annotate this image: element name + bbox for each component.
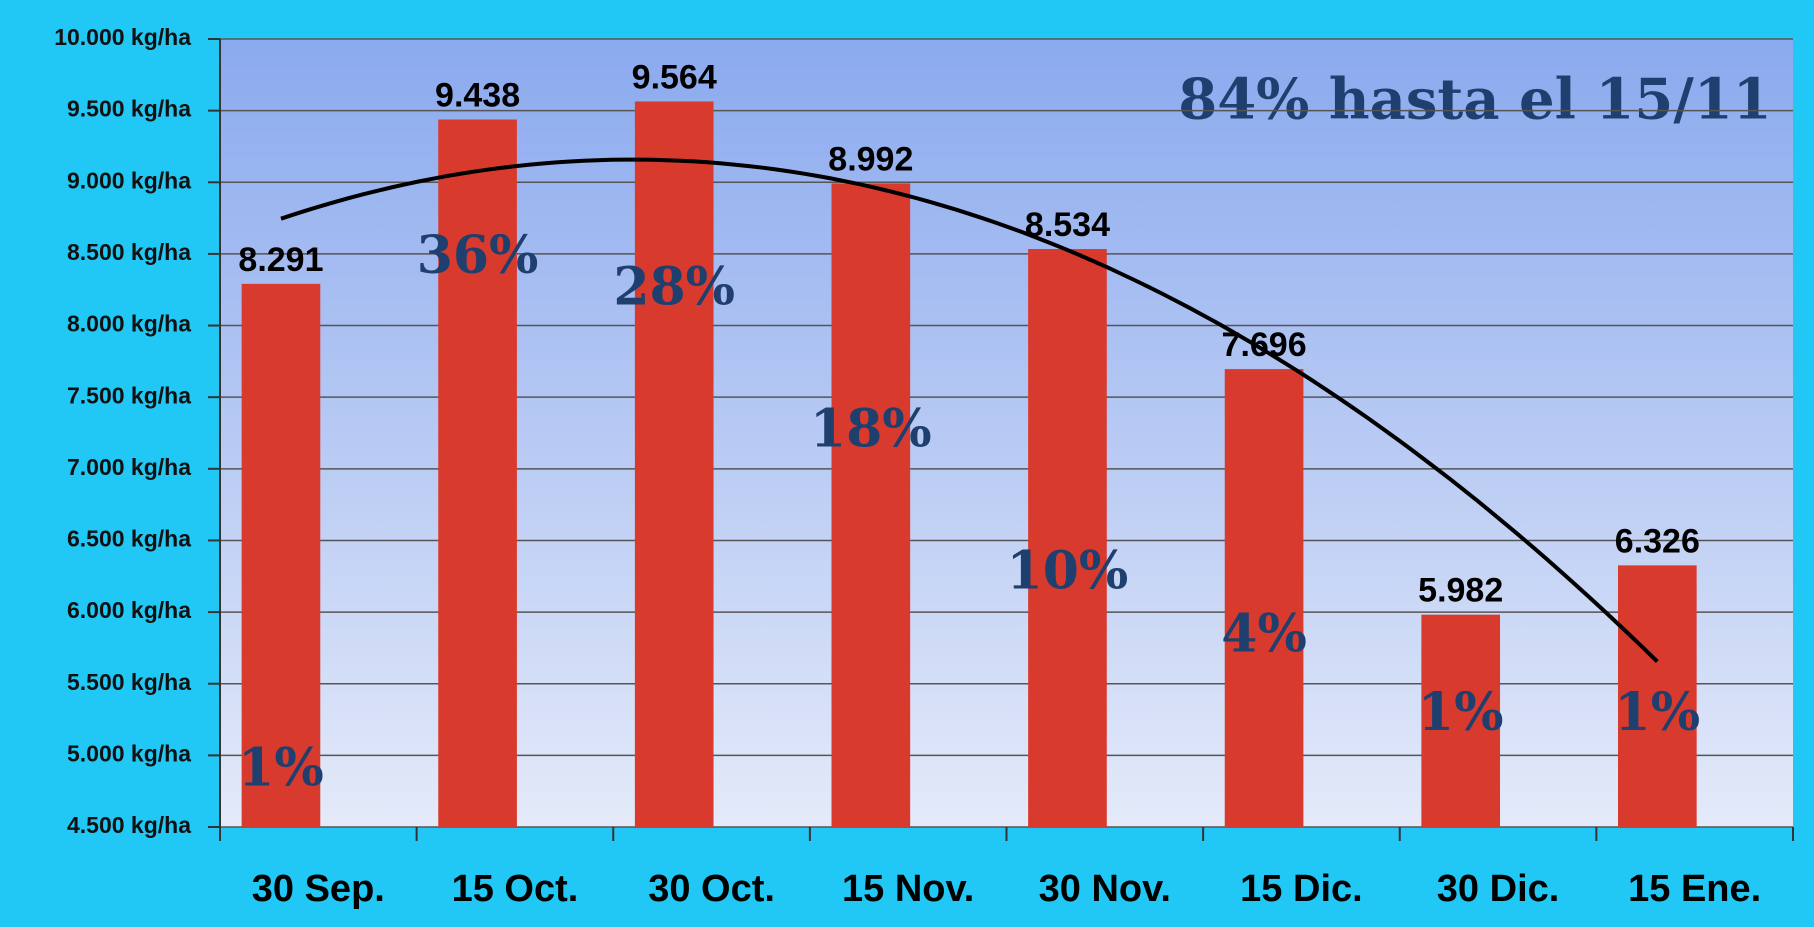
bar: [1028, 249, 1107, 827]
value-label: 5.982: [1418, 572, 1503, 610]
bar-annotation: 28%: [613, 257, 735, 318]
y-tick-label: 7.500 kg/ha: [67, 382, 191, 408]
y-tick-label: 5.000 kg/ha: [67, 740, 191, 766]
x-tick-label: 15 Ene.: [1628, 868, 1761, 910]
y-tick-label: 8.000 kg/ha: [67, 311, 191, 337]
bar: [1421, 614, 1501, 827]
bar-annotation: 1%: [1615, 682, 1701, 743]
bar-annotation: 10%: [1007, 540, 1129, 601]
value-label: 8.291: [238, 241, 323, 279]
value-label: 8.992: [828, 140, 913, 178]
bar: [831, 183, 911, 827]
value-label: 9.438: [435, 77, 520, 115]
bar: [634, 101, 714, 827]
bar-annotation: 1%: [238, 737, 324, 798]
y-tick-label: 6.000 kg/ha: [67, 597, 191, 623]
bar-annotation: 36%: [417, 225, 539, 286]
bar: [241, 283, 321, 827]
annotation: 84% hasta el 15/11: [1178, 67, 1772, 133]
bar-annotation: 18%: [810, 399, 932, 460]
x-tick-label: 30 Dic.: [1437, 868, 1560, 910]
x-tick-label: 15 Dic.: [1240, 868, 1363, 910]
y-tick-label: 9.500 kg/ha: [67, 96, 191, 122]
y-tick-label: 4.500 kg/ha: [67, 812, 191, 838]
x-tick-label: 30 Oct.: [648, 868, 775, 910]
y-tick-label: 6.500 kg/ha: [67, 526, 191, 552]
y-tick-label: 8.500 kg/ha: [67, 239, 191, 265]
y-tick-label: 9.000 kg/ha: [67, 167, 191, 193]
x-tick-label: 15 Oct.: [452, 868, 579, 910]
value-label: 6.326: [1615, 522, 1700, 560]
y-tick-label: 5.500 kg/ha: [67, 669, 191, 695]
bar: [1224, 369, 1304, 827]
bar-annotation: 4%: [1221, 603, 1307, 664]
bar: [438, 119, 517, 827]
bar-annotation: 1%: [1418, 682, 1504, 743]
bar: [1618, 565, 1697, 827]
y-tick-label: 10.000 kg/ha: [54, 24, 191, 50]
x-tick-label: 30 Sep.: [252, 868, 385, 910]
y-tick-label: 7.000 kg/ha: [67, 454, 191, 480]
x-tick-label: 30 Nov.: [1039, 868, 1171, 910]
x-tick-label: 15 Nov.: [842, 868, 974, 910]
value-label: 9.564: [632, 58, 717, 96]
trendline: [280, 157, 1659, 664]
